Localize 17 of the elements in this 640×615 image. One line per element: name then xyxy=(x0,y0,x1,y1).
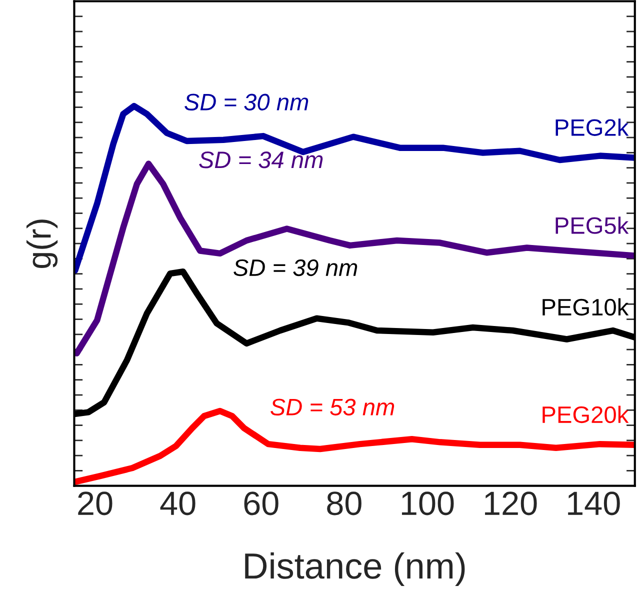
x-axis-title: Distance (nm) xyxy=(245,552,465,586)
x-tick-label: 60 xyxy=(244,492,278,516)
y-axis-title: g(r) xyxy=(26,220,58,268)
x-tick-label: 20 xyxy=(78,492,112,516)
series-label: PEG5k xyxy=(556,216,629,234)
series-label: PEG20k xyxy=(542,406,629,424)
x-tick-label: 100 xyxy=(402,492,454,516)
x-tick-label: 140 xyxy=(568,492,620,516)
annotation: SD = 34 nm xyxy=(199,152,323,168)
x-tick-label: 120 xyxy=(485,492,537,516)
series-label: PEG2k xyxy=(556,118,629,136)
x-tick-label: 40 xyxy=(160,492,196,516)
annotation: SD = 30 nm xyxy=(184,94,308,110)
x-tick-label: 80 xyxy=(327,492,362,516)
annotation: SD = 53 nm xyxy=(270,398,394,416)
series-label: PEG10k xyxy=(542,298,629,316)
annotation: SD = 39 nm xyxy=(234,259,358,276)
